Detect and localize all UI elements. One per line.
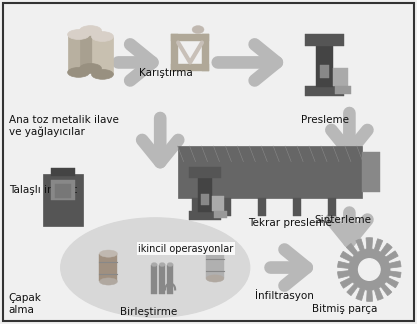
Text: Birleştirme: Birleştirme	[120, 307, 177, 318]
Bar	[362, 152, 380, 192]
Ellipse shape	[80, 64, 101, 73]
Bar	[213, 196, 224, 211]
Bar	[68, 35, 90, 72]
Bar	[151, 265, 157, 295]
Bar	[335, 86, 352, 95]
Bar	[171, 34, 178, 71]
Polygon shape	[337, 238, 401, 301]
Ellipse shape	[100, 278, 118, 285]
Bar	[100, 254, 118, 282]
Bar	[191, 198, 200, 216]
Bar	[206, 251, 224, 279]
Bar	[198, 175, 213, 212]
Text: Ana toz metalik ilave
ve yağlayıcılar: Ana toz metalik ilave ve yağlayıcılar	[9, 115, 119, 137]
Text: Sinterleme: Sinterleme	[314, 215, 372, 225]
Ellipse shape	[192, 26, 204, 34]
Bar	[258, 198, 266, 216]
Bar	[334, 68, 348, 86]
Bar	[51, 168, 75, 176]
Bar	[167, 265, 173, 295]
Bar	[201, 194, 209, 205]
Bar	[171, 34, 209, 40]
Ellipse shape	[206, 247, 224, 254]
Bar	[43, 174, 83, 226]
Ellipse shape	[68, 29, 90, 40]
Ellipse shape	[60, 218, 250, 317]
Bar	[51, 180, 75, 200]
Text: ikincil operasyonlar: ikincil operasyonlar	[138, 244, 234, 254]
Text: Talaşlı imalat: Talaşlı imalat	[9, 185, 77, 195]
Bar	[159, 265, 165, 295]
Text: İnfiltrasyon: İnfiltrasyon	[255, 289, 314, 301]
Ellipse shape	[151, 262, 157, 267]
Bar	[178, 146, 362, 198]
Ellipse shape	[159, 262, 165, 267]
Bar	[328, 198, 336, 216]
Text: Presleme: Presleme	[301, 115, 349, 125]
Bar	[305, 34, 344, 46]
Bar	[188, 211, 221, 220]
Circle shape	[359, 259, 380, 280]
Bar	[305, 86, 344, 96]
Bar	[316, 42, 334, 87]
Text: Çapak
alma: Çapak alma	[9, 294, 42, 315]
Bar	[293, 198, 301, 216]
Bar	[91, 37, 113, 75]
Bar	[320, 65, 329, 78]
Ellipse shape	[167, 262, 173, 267]
Bar	[224, 198, 231, 216]
Ellipse shape	[91, 32, 113, 41]
Ellipse shape	[68, 67, 90, 77]
Ellipse shape	[91, 69, 113, 79]
Bar	[188, 168, 221, 178]
Text: Bitmiş parça: Bitmiş parça	[312, 304, 377, 314]
Bar	[202, 34, 209, 71]
Bar	[55, 184, 70, 198]
Text: Tekrar presleme: Tekrar presleme	[248, 218, 332, 228]
Ellipse shape	[100, 250, 118, 257]
Ellipse shape	[206, 275, 224, 282]
Bar	[80, 30, 101, 68]
Bar	[171, 64, 209, 71]
Ellipse shape	[80, 26, 101, 36]
Bar	[214, 211, 227, 218]
Text: Karıştırma: Karıştırma	[139, 68, 193, 78]
